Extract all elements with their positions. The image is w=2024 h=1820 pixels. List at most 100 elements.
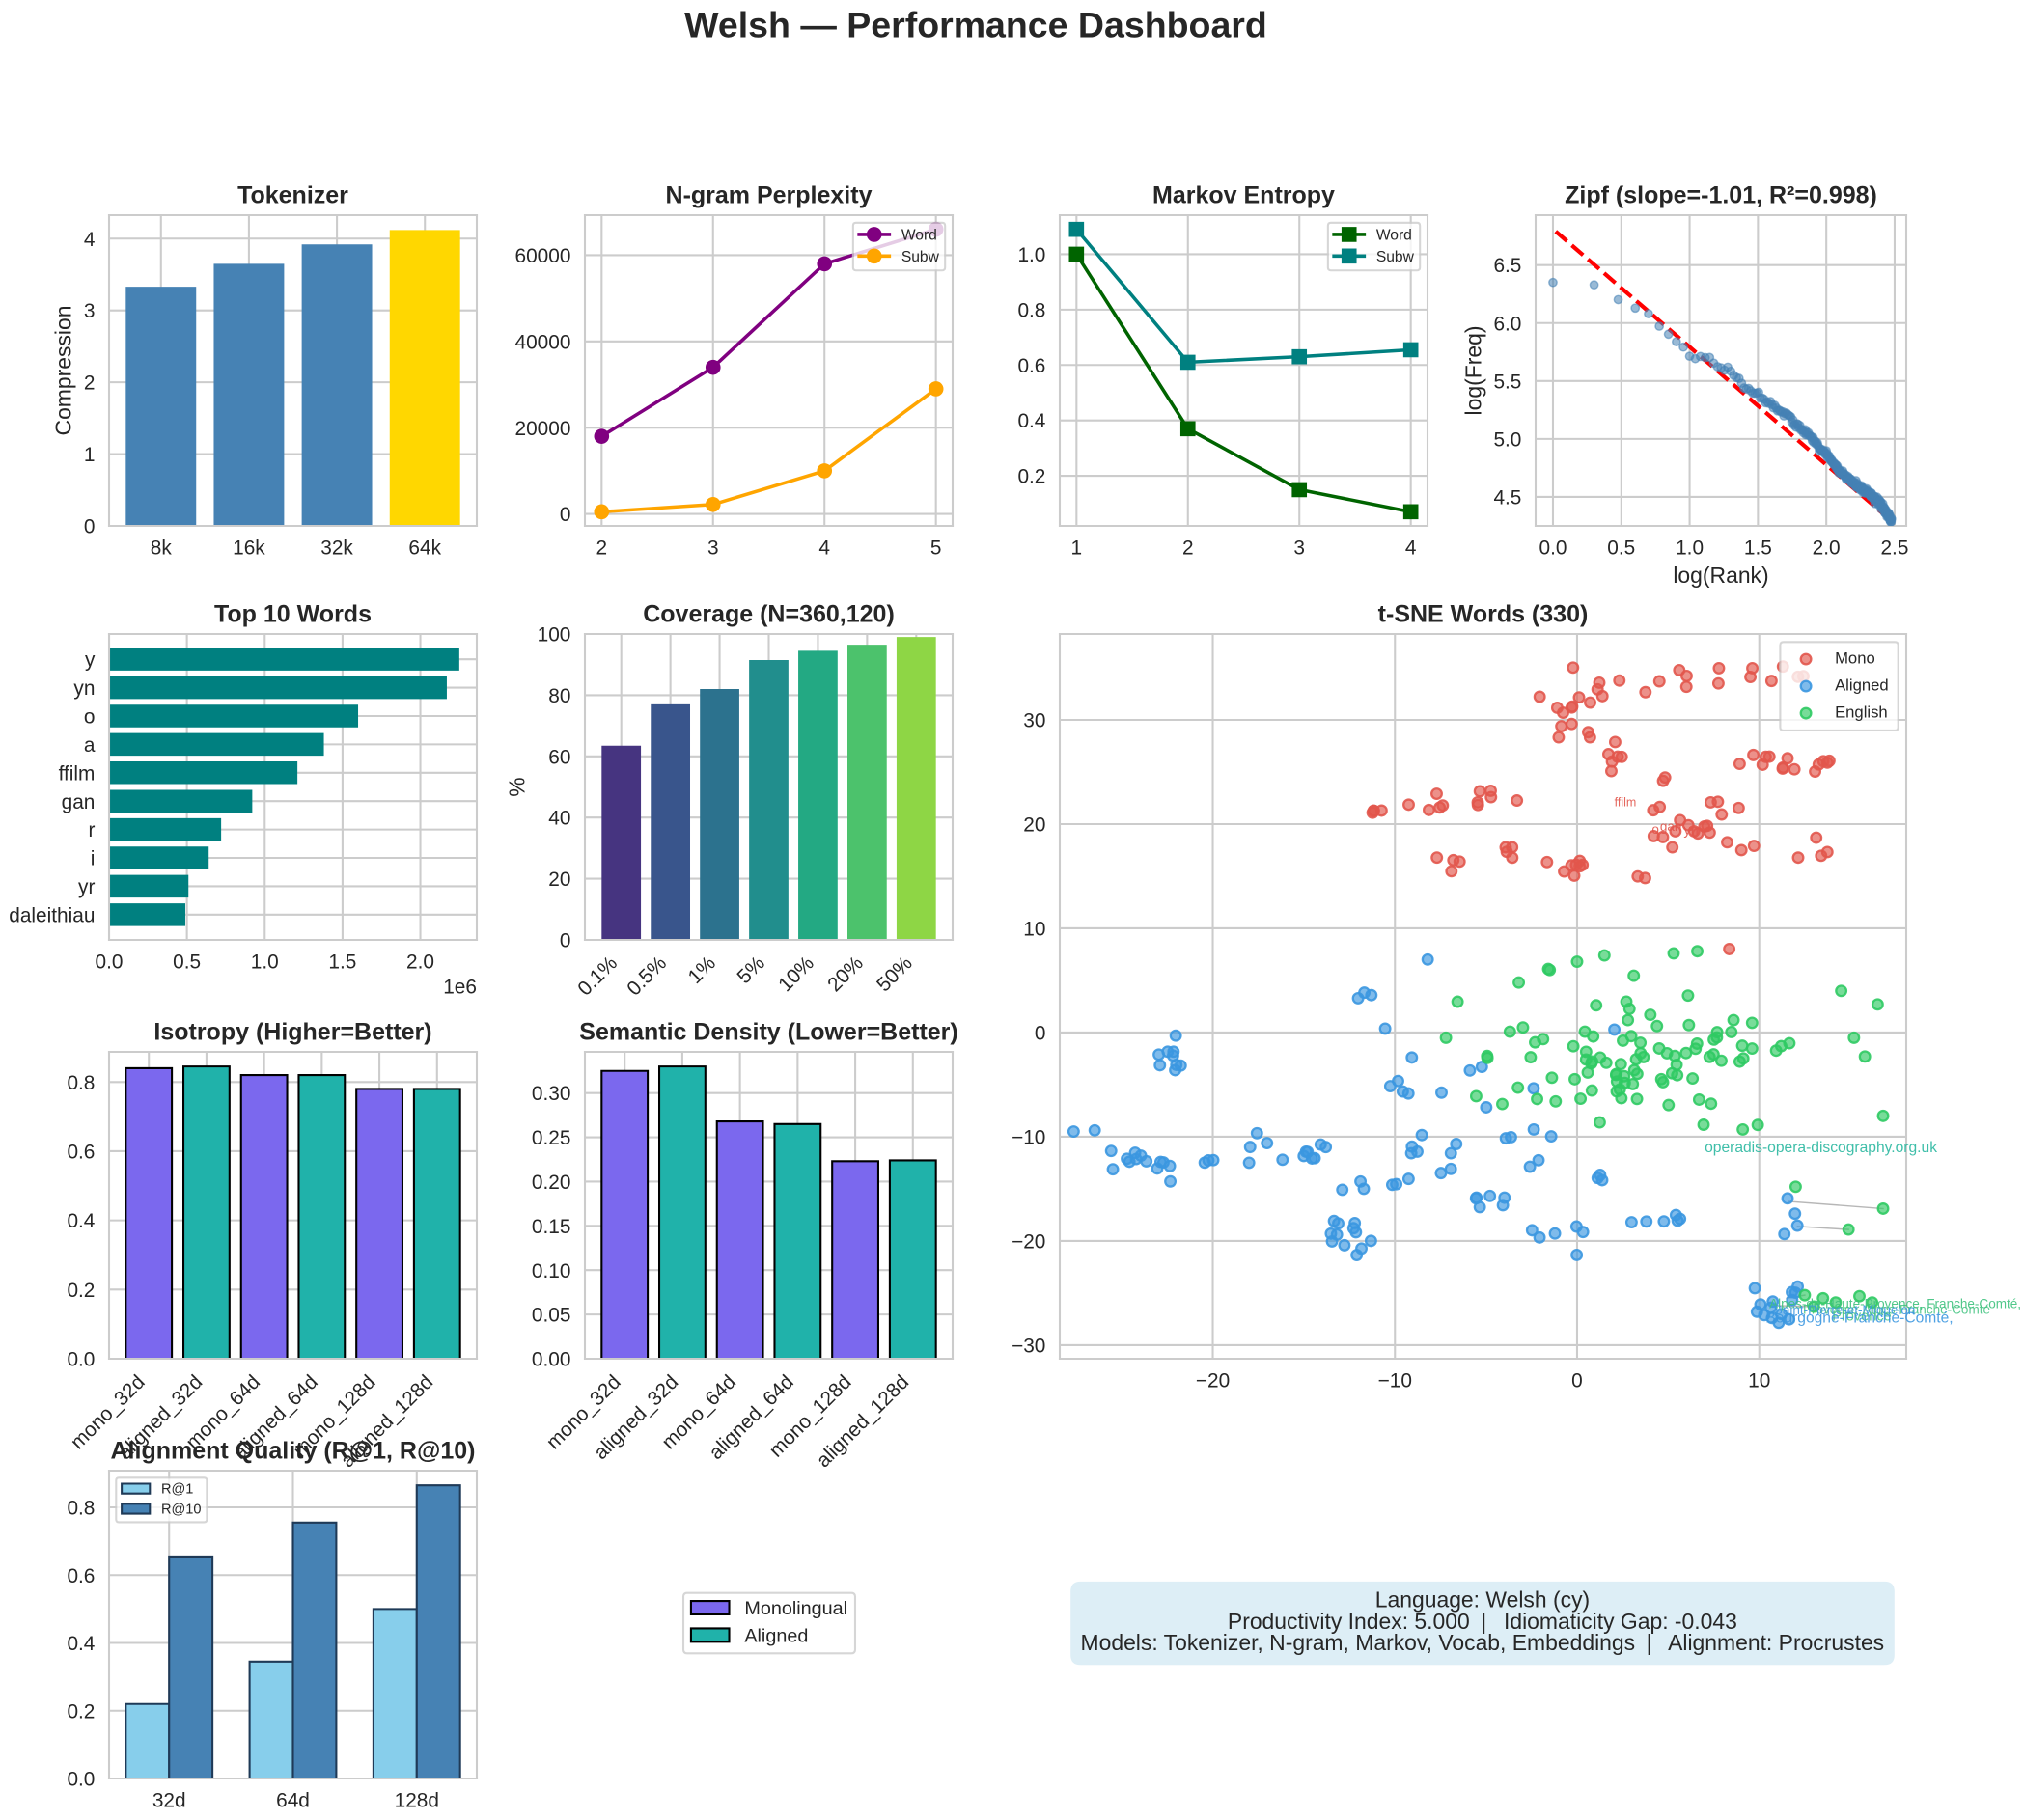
- svg-text:R@1: R@1: [161, 1482, 193, 1498]
- svg-text:3: 3: [707, 538, 719, 560]
- svg-text:Alpes-de-Haute-Provence, Franc: Alpes-de-Haute-Provence, Franche-Comté,: [1769, 1297, 2021, 1311]
- svg-text:Subw: Subw: [1376, 249, 1415, 265]
- svg-text:log(Freq): log(Freq): [1460, 326, 1485, 416]
- svg-text:2.0: 2.0: [1813, 538, 1841, 560]
- svg-text:0.4: 0.4: [67, 1210, 95, 1232]
- svg-text:−20: −20: [1196, 1370, 1230, 1393]
- svg-text:10: 10: [1023, 919, 1045, 941]
- svg-text:4: 4: [84, 229, 96, 251]
- svg-text:−10: −10: [1012, 1127, 1045, 1149]
- svg-text:o: o: [1651, 822, 1659, 837]
- svg-text:−10: −10: [1378, 1370, 1412, 1393]
- svg-text:1.0: 1.0: [251, 951, 279, 974]
- svg-text:Word: Word: [901, 227, 937, 243]
- svg-text:4: 4: [1405, 538, 1417, 560]
- svg-text:o: o: [84, 706, 96, 729]
- svg-text:N-gram Perplexity: N-gram Perplexity: [666, 182, 873, 209]
- svg-text:Subw: Subw: [901, 249, 940, 265]
- svg-text:20000: 20000: [514, 418, 570, 440]
- svg-text:0.0: 0.0: [96, 951, 124, 974]
- svg-text:R@10: R@10: [161, 1503, 202, 1518]
- svg-text:ffilm: ffilm: [59, 762, 96, 785]
- svg-text:0.4: 0.4: [67, 1633, 95, 1655]
- svg-text:0.6: 0.6: [1017, 355, 1045, 377]
- svg-text:3: 3: [1293, 538, 1305, 560]
- svg-text:y: y: [85, 649, 96, 672]
- svg-text:20: 20: [548, 869, 570, 891]
- svg-text:Mono: Mono: [1835, 648, 1875, 667]
- svg-text:0.05: 0.05: [532, 1305, 571, 1327]
- svg-text:Models: Tokenizer, N-gram, Mar: Models: Tokenizer, N-gram, Markov, Vocab…: [1081, 1630, 1885, 1655]
- svg-text:32k: 32k: [320, 538, 353, 560]
- svg-text:operadis-opera-discography.org: operadis-opera-discography.org.uk: [1705, 1140, 1937, 1156]
- svg-text:10: 10: [1748, 1370, 1770, 1393]
- svg-text:yn: yn: [73, 677, 95, 700]
- svg-text:64k: 64k: [408, 538, 441, 560]
- svg-text:2: 2: [1182, 538, 1194, 560]
- svg-text:0.10: 0.10: [532, 1260, 571, 1282]
- svg-text:Semantic Density (Lower=Better: Semantic Density (Lower=Better): [579, 1019, 957, 1046]
- svg-text:32d: 32d: [152, 1790, 186, 1812]
- svg-text:80: 80: [548, 685, 570, 707]
- svg-text:Monolingual: Monolingual: [744, 1598, 847, 1619]
- svg-text:log(Rank): log(Rank): [1673, 563, 1768, 588]
- svg-text:2: 2: [596, 538, 608, 560]
- svg-text:−20: −20: [1012, 1231, 1045, 1254]
- svg-text:Provence-Alpes-Franche-Comté: Provence-Alpes-Franche-Comté: [1803, 1303, 1990, 1317]
- svg-text:Isotropy (Higher=Better): Isotropy (Higher=Better): [153, 1019, 431, 1046]
- svg-text:64d: 64d: [276, 1790, 310, 1812]
- svg-text:0.0: 0.0: [67, 1769, 95, 1791]
- svg-text:0.6: 0.6: [67, 1142, 95, 1164]
- svg-text:0.8: 0.8: [67, 1072, 95, 1094]
- svg-text:5.5: 5.5: [1493, 371, 1521, 393]
- svg-text:Zipf (slope=-1.01, R²=0.998): Zipf (slope=-1.01, R²=0.998): [1565, 182, 1877, 209]
- svg-text:Provence: Provence: [1832, 1310, 1892, 1325]
- svg-text:0: 0: [560, 930, 571, 952]
- svg-text:2: 2: [84, 372, 96, 395]
- svg-text:0.2: 0.2: [67, 1700, 95, 1723]
- svg-text:2.0: 2.0: [406, 951, 434, 974]
- svg-text:r: r: [88, 819, 95, 841]
- svg-text:Bourgogne-Franche-Comté,: Bourgogne-Franche-Comté,: [1765, 1310, 1953, 1327]
- svg-text:16k: 16k: [233, 538, 265, 560]
- svg-text:0.2: 0.2: [67, 1280, 95, 1302]
- svg-text:6.5: 6.5: [1493, 255, 1521, 277]
- svg-text:daleithiau: daleithiau: [9, 904, 95, 926]
- svg-text:%: %: [505, 777, 530, 796]
- svg-text:gan: gan: [1660, 819, 1682, 834]
- svg-text:0.4: 0.4: [1017, 410, 1045, 432]
- svg-text:English: English: [1835, 703, 1888, 721]
- svg-text:Aligned: Aligned: [744, 1625, 808, 1646]
- svg-text:0.25: 0.25: [532, 1127, 571, 1149]
- svg-text:1.5: 1.5: [328, 951, 356, 974]
- svg-text:Saint-Pierre-et-Miquelon: Saint-Pierre-et-Miquelon: [1774, 1303, 1916, 1317]
- svg-text:0.30: 0.30: [532, 1083, 571, 1105]
- svg-text:0: 0: [1571, 1370, 1583, 1393]
- svg-text:a: a: [84, 734, 96, 757]
- svg-text:i: i: [91, 848, 96, 870]
- svg-text:0.6: 0.6: [67, 1565, 95, 1587]
- svg-text:1.5: 1.5: [1744, 538, 1772, 560]
- svg-text:Aligned: Aligned: [1835, 676, 1889, 694]
- svg-text:0.8: 0.8: [1017, 299, 1045, 321]
- svg-text:yr: yr: [78, 876, 95, 898]
- svg-text:3: 3: [84, 300, 96, 322]
- svg-text:0.20: 0.20: [532, 1172, 571, 1194]
- svg-text:4.5: 4.5: [1493, 487, 1521, 510]
- svg-text:0.15: 0.15: [532, 1216, 571, 1238]
- svg-text:1: 1: [1071, 538, 1083, 560]
- svg-text:0: 0: [1035, 1023, 1046, 1045]
- svg-text:100: 100: [538, 624, 571, 647]
- svg-text:0.00: 0.00: [532, 1349, 571, 1371]
- svg-text:128d: 128d: [395, 1790, 439, 1812]
- svg-text:0.8: 0.8: [67, 1498, 95, 1520]
- svg-text:Language: Welsh (cy): Language: Welsh (cy): [1375, 1587, 1590, 1613]
- svg-text:Tokenizer: Tokenizer: [237, 182, 348, 209]
- svg-text:−30: −30: [1012, 1336, 1045, 1358]
- svg-text:1.0: 1.0: [1676, 538, 1704, 560]
- svg-text:0.2: 0.2: [1017, 466, 1045, 488]
- svg-text:0.5: 0.5: [173, 951, 201, 974]
- svg-text:0.0: 0.0: [1539, 538, 1567, 560]
- svg-text:0.0: 0.0: [67, 1349, 95, 1371]
- svg-text:5.0: 5.0: [1493, 428, 1521, 451]
